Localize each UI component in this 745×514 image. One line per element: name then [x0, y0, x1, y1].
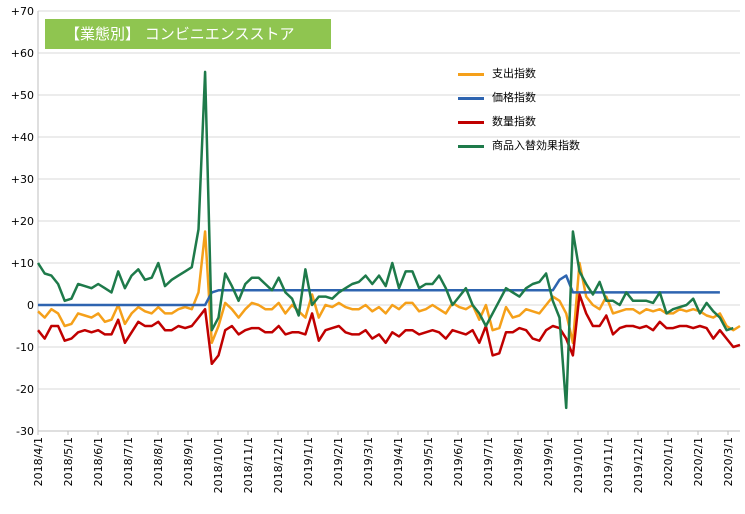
legend-item-price: 価格指数 — [458, 86, 580, 110]
y-tick-label-0: +70 — [11, 5, 34, 18]
x-tick-label-22: 2020/2/1 — [692, 437, 705, 486]
legend-item-quantity: 数量指数 — [458, 110, 580, 134]
x-tick-label-9: 2019/1/1 — [302, 437, 315, 486]
x-tick-label-11: 2019/3/1 — [362, 437, 375, 486]
x-tick-label-7: 2018/11/1 — [242, 437, 255, 493]
series-lines — [36, 70, 741, 410]
legend-label-quantity: 数量指数 — [492, 115, 536, 128]
y-tick-label-10: -30 — [16, 425, 34, 438]
series-line-price — [38, 274, 720, 307]
y-tick-label-2: +50 — [11, 89, 34, 102]
y-tick-label-3: +40 — [11, 131, 34, 144]
legend-swatch-spending — [458, 73, 484, 76]
legend-label-price: 価格指数 — [492, 91, 536, 104]
x-tick-label-6: 2018/10/1 — [212, 437, 225, 493]
x-tick-label-19: 2019/11/1 — [602, 437, 615, 493]
y-tick-label-1: +60 — [11, 47, 34, 60]
y-axis: +70 +60 +50 +40 +30 +20 +10 0 -10 -20 -30 — [11, 5, 39, 438]
x-tick-label-1: 2018/5/1 — [62, 437, 75, 486]
x-tick-label-21: 2020/1/1 — [662, 437, 675, 486]
x-tick-label-3: 2018/7/1 — [122, 437, 135, 486]
legend-swatch-price — [458, 97, 484, 100]
x-tick-label-20: 2019/12/1 — [632, 437, 645, 493]
legend-item-spending: 支出指数 — [458, 62, 580, 86]
x-tick-label-18: 2019/10/1 — [572, 437, 585, 493]
x-tick-label-10: 2019/2/1 — [332, 437, 345, 486]
x-tick-label-8: 2018/12/1 — [272, 437, 285, 493]
series-line-spending — [37, 230, 741, 345]
x-tick-label-17: 2019/9/1 — [542, 437, 555, 486]
x-tick-label-15: 2019/7/1 — [482, 437, 495, 486]
gridlines — [38, 10, 740, 432]
y-tick-label-4: +30 — [11, 173, 34, 186]
y-tick-label-8: -10 — [16, 341, 34, 354]
chart-title: 【業態別】 コンビニエンスストア — [45, 19, 331, 49]
x-tick-label-13: 2019/5/1 — [422, 437, 435, 486]
legend-swatch-quantity — [458, 121, 484, 124]
x-tick-label-4: 2018/8/1 — [152, 437, 165, 486]
series-line-quantity — [37, 293, 741, 366]
y-tick-label-9: -20 — [16, 383, 34, 396]
x-tick-label-2: 2018/6/1 — [92, 437, 105, 486]
legend-item-replacement: 商品入替効果指数 — [458, 134, 580, 158]
y-tick-label-7: 0 — [27, 299, 34, 312]
x-tick-label-12: 2019/4/1 — [392, 437, 405, 486]
x-axis: 2018/4/1 2018/5/1 2018/6/1 2018/7/1 2018/8/1… — [32, 430, 740, 493]
x-tick-label-5: 2018/9/1 — [182, 437, 195, 486]
y-tick-label-6: +10 — [11, 257, 34, 270]
x-tick-label-23: 2020/3/1 — [722, 437, 735, 486]
series-line-replacement — [36, 70, 734, 410]
x-tick-label-16: 2019/8/1 — [512, 437, 525, 486]
x-tick-label-0: 2018/4/1 — [32, 437, 45, 486]
legend-swatch-replacement — [458, 145, 484, 148]
x-tick-label-14: 2019/6/1 — [452, 437, 465, 486]
legend-label-replacement: 商品入替効果指数 — [492, 139, 580, 152]
legend-label-spending: 支出指数 — [492, 67, 536, 80]
legend: 支出指数 価格指数 数量指数 商品入替効果指数 — [458, 62, 580, 158]
y-tick-label-5: +20 — [11, 215, 34, 228]
